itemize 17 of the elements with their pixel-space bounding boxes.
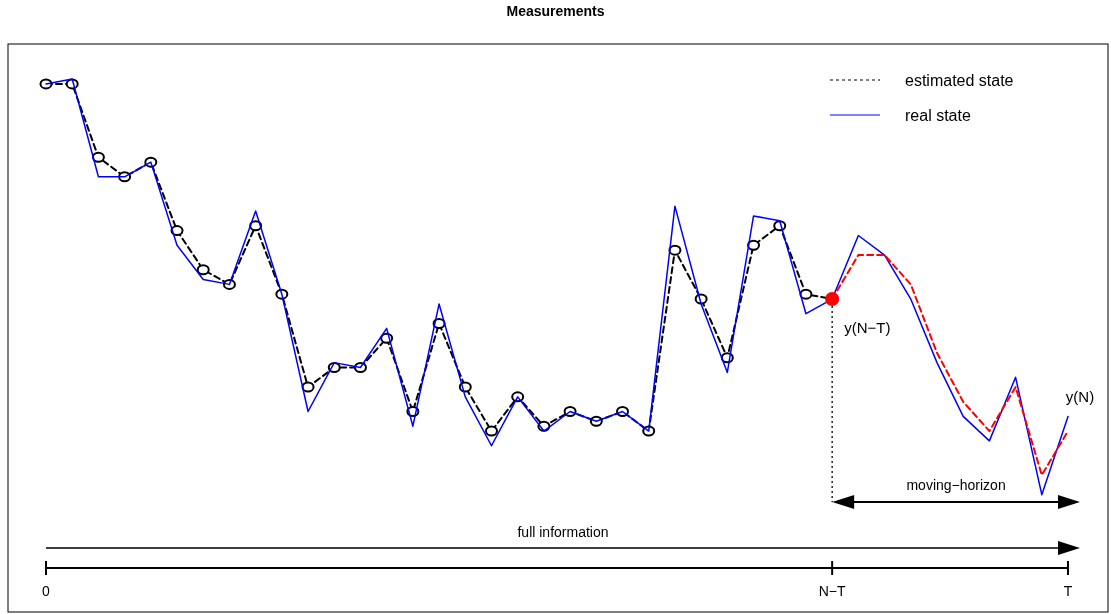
annotation: full information — [517, 524, 609, 540]
legend-label: real state — [905, 107, 971, 124]
annotation: y(N) — [1065, 388, 1095, 406]
point — [747, 239, 761, 251]
x-tick-label: T — [1063, 583, 1073, 599]
point — [799, 288, 813, 300]
point — [196, 264, 210, 276]
chart-title: Measurements — [506, 3, 605, 19]
point — [170, 225, 184, 237]
x-tick-label: 0 — [42, 583, 51, 599]
annotation: moving−horizon — [906, 477, 1006, 493]
annotation: y(N−T) — [844, 319, 891, 337]
point — [91, 151, 105, 163]
point — [484, 425, 498, 437]
x-tick-label: N−T — [818, 583, 847, 599]
legend-label: estimated state — [905, 72, 1014, 89]
point — [668, 244, 682, 256]
